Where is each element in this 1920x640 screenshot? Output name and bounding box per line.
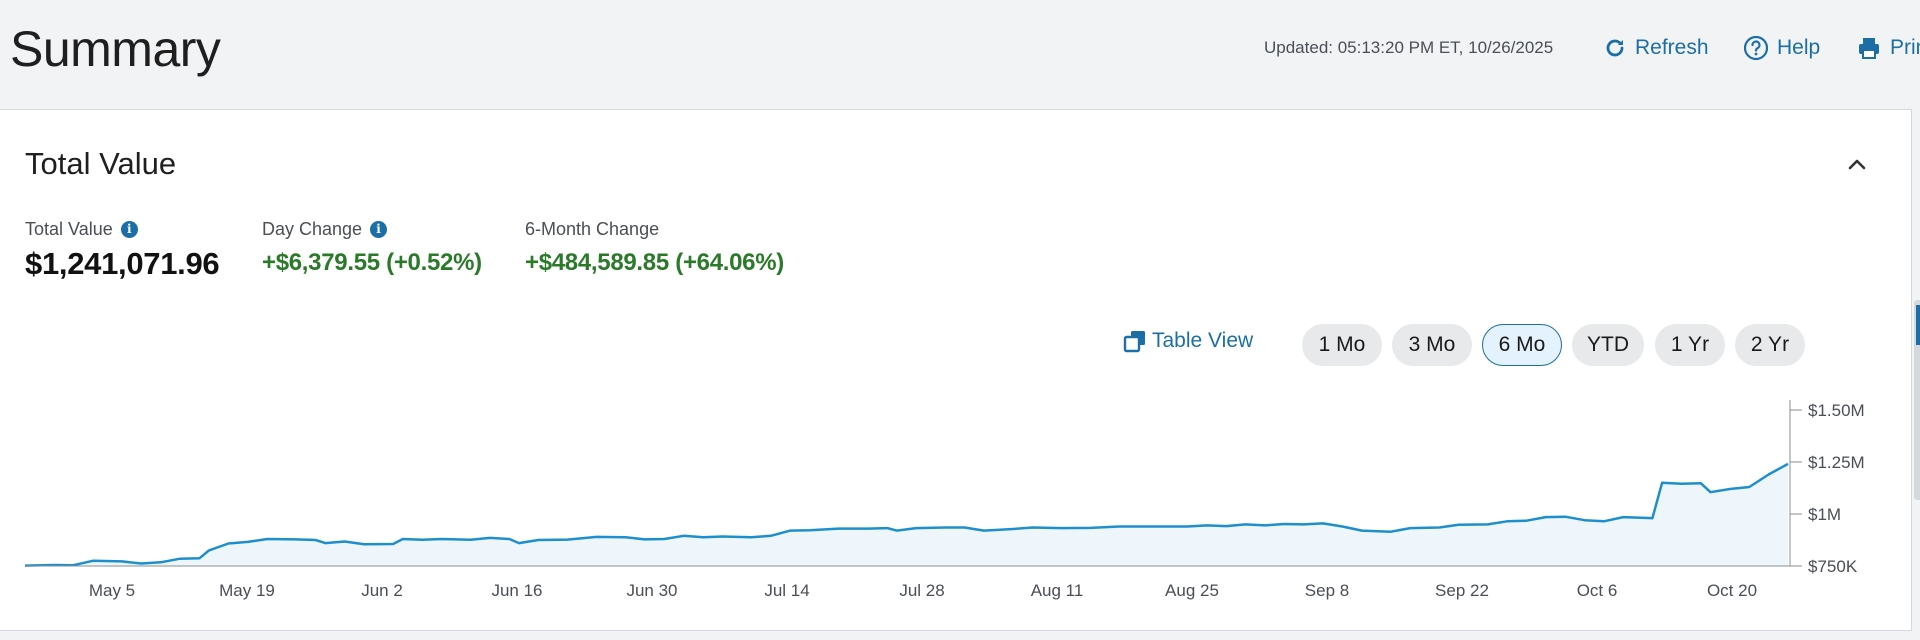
collapse-button[interactable] (1843, 150, 1871, 178)
y-tick-label: $1.25M (1808, 453, 1865, 472)
table-view-button[interactable]: Table View (1122, 328, 1253, 354)
help-button[interactable]: Help (1743, 32, 1820, 64)
printer-icon (1859, 38, 1879, 59)
help-icon (1743, 35, 1769, 61)
y-axis: $750K $1M $1.25M $1.50M (1789, 400, 1865, 576)
page-title: Summary (10, 21, 221, 77)
x-tick-label: Jun 30 (626, 581, 677, 600)
x-axis: May 5 May 19 Jun 2 Jun 16 Jun 30 Jul 14 Jul 28… (25, 565, 1790, 600)
x-tick-label: Aug 25 (1165, 581, 1219, 600)
metric-total-value: Total Value i $1,241,071.96 (25, 218, 220, 282)
range-6mo-button[interactable]: 6 Mo (1482, 324, 1562, 366)
updated-timestamp: Updated: 05:13:20 PM ET, 10/26/2025 (1264, 38, 1554, 57)
plot-area (24, 462, 1789, 567)
x-tick-label: Jul 28 (899, 581, 944, 600)
info-icon[interactable]: i (120, 220, 138, 238)
range-3mo-button[interactable]: 3 Mo (1392, 324, 1472, 366)
y-tick-label: $750K (1808, 557, 1858, 576)
refresh-label: Refresh (1635, 36, 1709, 59)
card-title: Total Value (25, 146, 177, 181)
x-tick-label: Sep 8 (1305, 581, 1349, 600)
metric-day-change: Day Change i +$6,379.55 (+0.52%) (262, 218, 482, 277)
side-panel-handle-accent (1916, 305, 1920, 345)
metric-value: +$6,379.55 (+0.52%) (262, 249, 482, 276)
x-tick-label: May 19 (219, 581, 275, 600)
metric-value: $1,241,071.96 (25, 246, 220, 281)
metric-six-month-change: 6-Month Change +$484,589.85 (+64.06%) (525, 218, 784, 277)
x-tick-label: May 5 (89, 581, 135, 600)
x-tick-label: Oct 6 (1577, 581, 1618, 600)
value-line (24, 462, 1789, 567)
metric-label: Day Change (262, 218, 363, 239)
range-2yr-button[interactable]: 2 Yr (1735, 324, 1805, 366)
page-header: Summary Updated: 05:13:20 PM ET, 10/26/2… (0, 0, 1920, 110)
x-tick-label: Jun 16 (491, 581, 542, 600)
refresh-button[interactable]: Refresh (1603, 32, 1709, 64)
x-tick-label: Sep 22 (1435, 581, 1489, 600)
print-label: Print (1890, 36, 1920, 59)
help-label: Help (1777, 36, 1821, 59)
refresh-icon (1606, 39, 1624, 57)
metric-value: +$484,589.85 (+64.06%) (525, 249, 784, 276)
side-panel-handle[interactable] (1914, 300, 1920, 500)
x-tick-label: Oct 20 (1707, 581, 1757, 600)
total-value-chart: $750K $1M $1.25M $1.50M May 5 May 19 Jun 2 Jun… (24, 400, 1865, 600)
print-button[interactable]: Print (1856, 32, 1920, 64)
area-fill (25, 463, 1788, 566)
range-1yr-button[interactable]: 1 Yr (1655, 324, 1725, 366)
range-1mo-button[interactable]: 1 Mo (1302, 324, 1382, 366)
y-tick-label: $1.50M (1808, 401, 1865, 420)
info-icon[interactable]: i (370, 220, 388, 238)
chevron-up-icon (1848, 159, 1866, 170)
table-view-label: Table View (1152, 329, 1254, 352)
total-value-card: Total Value Total Value i $1,241,071.96 … (0, 109, 1912, 631)
metric-label: Total Value (25, 218, 113, 239)
range-ytd-button[interactable]: YTD (1572, 324, 1644, 366)
x-tick-label: Jun 2 (361, 581, 403, 600)
metric-label: 6-Month Change (525, 218, 660, 239)
table-view-icon (1123, 331, 1145, 353)
x-tick-label: Aug 11 (1031, 581, 1084, 600)
x-tick-label: Jul 14 (764, 581, 809, 600)
y-tick-label: $1M (1808, 505, 1841, 524)
